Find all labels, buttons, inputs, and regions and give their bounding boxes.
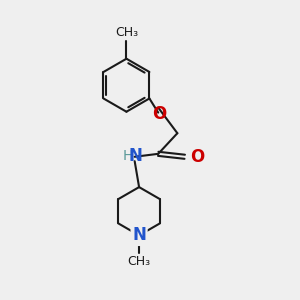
Text: O: O xyxy=(190,148,204,166)
Text: H: H xyxy=(123,149,134,163)
Text: CH₃: CH₃ xyxy=(128,255,151,268)
Text: N: N xyxy=(129,147,143,165)
Text: CH₃: CH₃ xyxy=(115,26,138,39)
Text: O: O xyxy=(152,105,166,123)
Text: N: N xyxy=(132,226,146,244)
